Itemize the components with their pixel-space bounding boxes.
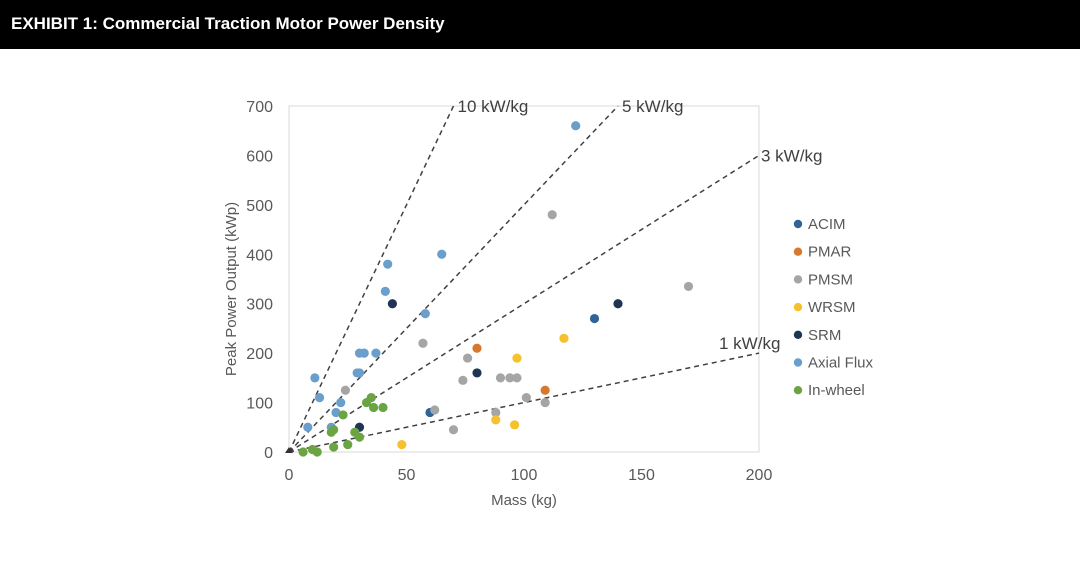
title-bar: EXHIBIT 1: Commercial Traction Motor Pow… xyxy=(0,0,1080,49)
y-axis-title: Peak Power Output (kWp) xyxy=(223,202,240,376)
point-wrsm xyxy=(559,333,569,343)
legend-marker xyxy=(793,219,803,229)
ref-label: 5 kW/kg xyxy=(622,97,683,116)
point-acim xyxy=(589,313,600,324)
point-axial-flux xyxy=(331,407,341,418)
point-axial-flux xyxy=(383,259,393,269)
point-axial-flux xyxy=(380,286,390,296)
point-pmsm xyxy=(463,353,473,363)
ref-line-5-kw-kg xyxy=(288,105,619,453)
point-pmsm xyxy=(340,385,350,395)
point-pmsm xyxy=(418,338,428,348)
x-tick-label: 100 xyxy=(511,467,538,484)
point-pmar xyxy=(472,343,482,353)
x-axis-title: Mass (kg) xyxy=(491,492,557,509)
legend-label: Axial Flux xyxy=(808,355,874,372)
exhibit-title: EXHIBIT 1: Commercial Traction Motor Pow… xyxy=(11,14,445,33)
point-srm xyxy=(472,368,482,378)
point-in-wheel xyxy=(298,447,308,457)
point-pmsm xyxy=(495,373,506,383)
point-in-wheel xyxy=(378,402,388,413)
point-wrsm xyxy=(512,353,522,363)
y-tick-label: 400 xyxy=(246,247,273,264)
y-tick-label: 100 xyxy=(246,396,273,413)
y-tick-label: 300 xyxy=(246,297,273,314)
point-pmsm xyxy=(547,210,557,220)
y-tick-label: 200 xyxy=(246,346,273,363)
legend-marker xyxy=(793,302,803,312)
plot-area xyxy=(288,105,760,453)
legend-marker xyxy=(793,330,803,339)
point-wrsm xyxy=(397,439,407,450)
point-pmsm xyxy=(683,281,694,292)
point-pmar xyxy=(540,385,550,395)
point-axial-flux xyxy=(420,309,430,319)
point-axial-flux xyxy=(314,393,325,403)
ref-label: 3 kW/kg xyxy=(761,146,822,165)
point-pmsm xyxy=(491,407,501,418)
point-axial-flux xyxy=(359,348,369,358)
y-tick-label: 700 xyxy=(246,99,273,116)
point-pmsm xyxy=(521,393,531,403)
x-tick-label: 50 xyxy=(398,467,416,484)
point-pmsm xyxy=(458,375,468,385)
point-pmsm xyxy=(430,405,440,415)
point-pmsm xyxy=(512,373,522,383)
legend-label: PMAR xyxy=(808,244,852,261)
x-tick-label: 200 xyxy=(746,467,773,484)
legend-label: In-wheel xyxy=(808,382,865,399)
x-tick-label: 0 xyxy=(285,467,294,484)
point-pmsm xyxy=(505,373,515,383)
legend-label: ACIM xyxy=(808,216,846,233)
origin-marker xyxy=(285,447,293,453)
point-axial-flux xyxy=(371,348,381,358)
point-in-wheel xyxy=(329,442,339,452)
point-axial-flux xyxy=(303,422,313,432)
point-pmsm xyxy=(540,397,550,408)
y-tick-label: 500 xyxy=(246,198,273,215)
point-pmsm xyxy=(448,425,459,435)
point-in-wheel xyxy=(369,402,379,413)
x-tick-label: 150 xyxy=(628,467,655,484)
point-axial-flux xyxy=(310,373,320,383)
ref-label: 10 kW/kg xyxy=(458,97,529,116)
point-wrsm xyxy=(509,420,520,430)
legend-label: WRSM xyxy=(808,299,856,316)
point-axial-flux xyxy=(437,249,447,259)
point-in-wheel xyxy=(338,410,348,420)
point-in-wheel xyxy=(354,432,365,442)
point-srm xyxy=(613,299,623,309)
legend-label: SRM xyxy=(808,327,841,344)
ref-label: 1 kW/kg xyxy=(719,334,780,353)
legend-marker xyxy=(793,275,803,284)
point-srm xyxy=(387,299,397,309)
point-in-wheel xyxy=(312,447,322,457)
legend-marker xyxy=(793,247,803,256)
point-axial-flux xyxy=(571,121,581,131)
legend-label: PMSM xyxy=(808,271,853,288)
legend-marker xyxy=(793,358,803,367)
y-tick-label: 0 xyxy=(264,445,273,462)
y-tick-label: 600 xyxy=(246,148,273,165)
ref-line-1-kw-kg xyxy=(288,352,760,453)
point-wrsm xyxy=(491,415,501,425)
point-axial-flux xyxy=(336,397,346,408)
point-in-wheel xyxy=(361,397,372,408)
legend-marker xyxy=(793,386,803,395)
point-in-wheel xyxy=(329,425,339,435)
point-axial-flux xyxy=(354,368,365,378)
point-in-wheel xyxy=(343,439,353,450)
